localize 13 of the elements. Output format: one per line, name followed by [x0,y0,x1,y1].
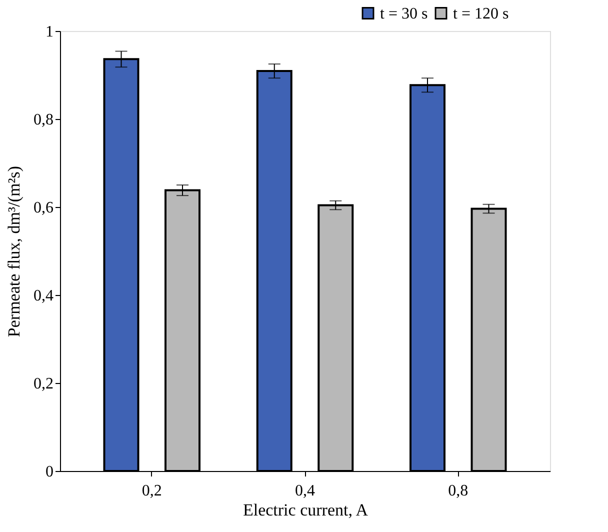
x-tick-label: 0,8 [448,482,468,500]
y-axis-title: Permeate flux, dm³/(m²s) [4,166,24,338]
x-tick-label: 0,4 [295,482,315,500]
y-tick-label: 0,4 [34,288,54,304]
y-tick-label: 1 [46,24,54,40]
y-tick-label: 0,8 [34,112,54,128]
x-tick-label: 0,2 [142,482,162,500]
y-tick-label: 0,6 [34,200,54,216]
legend-label: t = 30 s [380,5,428,22]
y-tick-label: 0,2 [34,376,54,392]
x-axis-title: Electric current, A [242,500,369,520]
legend-label: t = 120 s [453,5,509,22]
y-tick-label: 0 [46,464,54,480]
